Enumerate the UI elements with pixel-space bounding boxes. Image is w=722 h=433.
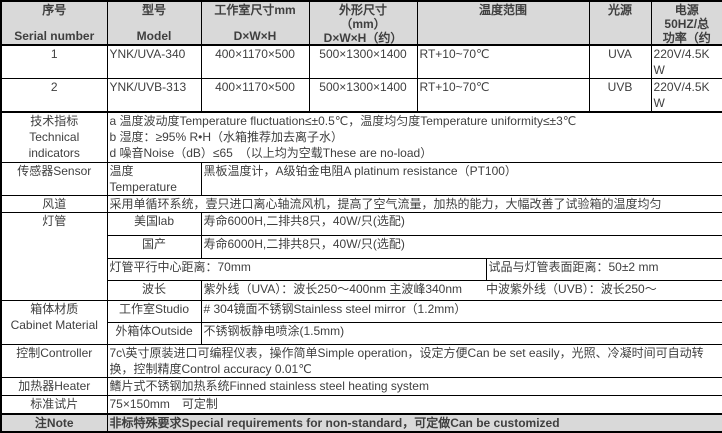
- airduct-row: 风道 采用单循环系统，壹只进口离心轴流风机，提高了空气流量，加热的能力，大幅改善…: [0, 194, 722, 213]
- sensor-label: 传感器Sensor: [0, 161, 108, 196]
- lamp-domestic-value: 寿命6000H,二排共8只，40W/只(选配): [200, 234, 722, 259]
- header-cell-model: 型号 Model: [106, 0, 202, 46]
- header-model-en: Model: [136, 29, 172, 43]
- tech-indicators-row: 技术指标 Technical indicators a 温度波动度Tempera…: [0, 111, 722, 163]
- heater-row: 加热器Heater 鳍片式不锈钢加热系统Finned stainless ste…: [0, 376, 722, 396]
- cabinet-label: 箱体材质 Cabinet Material: [0, 299, 108, 345]
- model1-light: UVA: [588, 44, 652, 79]
- header-temp-range-cn: 温度范围: [479, 3, 528, 17]
- cabinet-outside-sub: 外箱体Outside: [106, 321, 202, 345]
- header-cell-temp-range: 温度范围: [416, 0, 590, 46]
- header-overall-size-en: D×W×H（约）: [323, 31, 403, 45]
- lamp-us-value: 寿命6000H,二排共8只，40W/只(选配): [200, 211, 722, 236]
- header-power-line1: 电源: [674, 3, 699, 17]
- header-cell-power: 电源 50HZ/总 功率（约: [650, 0, 722, 46]
- heater-value: 鳍片式不锈钢加热系统Finned stainless steel heating…: [106, 376, 722, 396]
- tech-indicators-content: a 温度波动度Temperature fluctuation≤±0.5℃，温度均…: [106, 111, 722, 163]
- lamp-wavelength-sub: 波长: [106, 279, 202, 301]
- note-row: 注Note 非标特殊要求Special requirements for non…: [0, 413, 722, 433]
- header-light-source-cn: 光源: [608, 3, 633, 17]
- lamp-wavelength-value: 紫外线（UVA）：波长250～400nm 主波峰340nm 中波紫外线（UVB）…: [200, 279, 722, 301]
- model2-light: UVB: [588, 78, 652, 113]
- header-model-cn: 型号: [141, 3, 166, 17]
- sensor-sub-cn: 温度: [109, 163, 134, 178]
- tech-label-en1: Technical: [29, 130, 80, 144]
- header-studio-size-en: D×W×H: [233, 29, 277, 43]
- specimen-label: 标准试片: [0, 394, 108, 415]
- model1-overall-size: 500×1300×1400: [308, 44, 418, 79]
- lamp-row-us: 灯管 美国lab 寿命6000H,二排共8只，40W/只(选配): [0, 211, 722, 301]
- lamp-row-wavelength: 波长 紫外线（UVA）：波长250～400nm 主波峰340nm 中波紫外线（U…: [1, 279, 722, 301]
- model1-serial: 1: [0, 44, 108, 79]
- lamp-distance-left: 灯管平行中心距离：70mm: [106, 257, 487, 281]
- tech-line-d: d 噪音Noise（dB）≤65 （以上均为空载These are no-loa…: [109, 146, 433, 160]
- header-row: 序号 Serial number 型号 Model 工作室尺寸mm D×W×H …: [0, 0, 722, 46]
- cabinet-label-en: Cabinet Material: [10, 317, 98, 332]
- sensor-sub-en: Temperature: [109, 179, 177, 194]
- model2-power: 220V/4.5KW: [650, 78, 722, 113]
- controller-row: 控制Controller 7c\英寸原装进口可编程仪表，操作简单Simple o…: [0, 343, 722, 378]
- note-label: 注Note: [0, 413, 108, 433]
- tech-label-en2: indicators: [28, 146, 80, 160]
- header-studio-size-cn: 工作室尺寸mm: [214, 3, 296, 17]
- header-overall-size-mid: （mm）: [340, 17, 386, 31]
- cabinet-row-studio: 箱体材质 Cabinet Material 工作室Studio # 304镜面不…: [0, 299, 722, 345]
- model2-temp-range: RT+10~70℃: [416, 78, 590, 113]
- header-serial-en: Serial number: [14, 29, 95, 43]
- airduct-label: 风道: [0, 194, 108, 213]
- sensor-row: 传感器Sensor 温度 Temperature 黑板温度计，A级铂金电阻A p…: [0, 161, 722, 196]
- model-row-1: 1 YNK/UVA-340 400×1170×500 500×1300×1400…: [0, 44, 722, 79]
- specimen-row: 标准试片 75×150mm 可定制: [0, 394, 722, 415]
- lamp-us-sub: 美国lab: [106, 211, 202, 236]
- cabinet-outside-value: 不锈钢板静电喷涂(1.5mm): [200, 321, 722, 345]
- header-serial-cn: 序号: [42, 3, 67, 17]
- model2-serial: 2: [0, 78, 108, 113]
- tech-label-cn: 技术指标: [30, 114, 79, 128]
- lamp-row-domestic: 国产 寿命6000H,二排共8只，40W/只(选配): [1, 234, 722, 259]
- header-cell-serial: 序号 Serial number: [0, 0, 108, 46]
- model2-name: YNK/UVB-313: [106, 78, 202, 113]
- cabinet-label-cn: 箱体材质: [30, 301, 79, 316]
- controller-label: 控制Controller: [0, 343, 108, 378]
- cabinet-row-outside: 外箱体Outside 不锈钢板静电喷涂(1.5mm): [1, 321, 722, 345]
- model1-power: 220V/4.5KW: [650, 44, 722, 79]
- model1-temp-range: RT+10~70℃: [416, 44, 590, 79]
- model2-overall-size: 500×1300×1400: [308, 78, 418, 113]
- lamp-distance-right: 试品与灯管表面距离：50±2 mm: [485, 257, 722, 281]
- lamp-row-distance: 灯管平行中心距离：70mm 试品与灯管表面距离：50±2 mm: [1, 257, 722, 281]
- header-overall-size-cn: 外形尺寸: [338, 3, 387, 17]
- cabinet-studio-value: # 304镜面不锈钢Stainless steel mirror（1.2mm）: [200, 299, 722, 323]
- cabinet-studio-sub: 工作室Studio: [106, 299, 202, 323]
- header-power-line3: 功率（约: [662, 31, 711, 45]
- model1-studio-size: 400×1170×500: [200, 44, 310, 79]
- specimen-value: 75×150mm 可定制: [106, 394, 722, 415]
- sensor-sub: 温度 Temperature: [106, 161, 202, 196]
- lamp-domestic-sub: 国产: [106, 234, 202, 259]
- header-cell-light-source: 光源: [588, 0, 652, 46]
- header-power-line2: 50HZ/总: [664, 17, 710, 31]
- sensor-value: 黑板温度计，A级铂金电阻A platinum resistance（PT100）: [200, 161, 722, 196]
- airduct-value: 采用单循环系统，壹只进口离心轴流风机，提高了空气流量，加热的能力，大幅改善了试验…: [106, 194, 722, 213]
- header-cell-studio-size: 工作室尺寸mm D×W×H: [200, 0, 310, 46]
- heater-label: 加热器Heater: [0, 376, 108, 396]
- model-row-2: 2 YNK/UVB-313 400×1170×500 500×1300×1400…: [0, 78, 722, 113]
- tech-line-a: a 温度波动度Temperature fluctuation≤±0.5℃，温度均…: [109, 114, 577, 128]
- controller-value: 7c\英寸原装进口可编程仪表，操作简单Simple operation，设定方便…: [106, 343, 722, 378]
- model2-studio-size: 400×1170×500: [200, 78, 310, 113]
- model1-name: YNK/UVA-340: [106, 44, 202, 79]
- tech-line-b: b 湿度：≥95% R•H（水箱推荐加去离子水）: [109, 130, 343, 144]
- tech-indicators-label: 技术指标 Technical indicators: [0, 111, 108, 163]
- note-value: 非标特殊要求Special requirements for non-stand…: [106, 413, 722, 433]
- lamp-label: 灯管: [0, 211, 108, 301]
- header-cell-overall-size: 外形尺寸 （mm） D×W×H（约）: [308, 0, 418, 46]
